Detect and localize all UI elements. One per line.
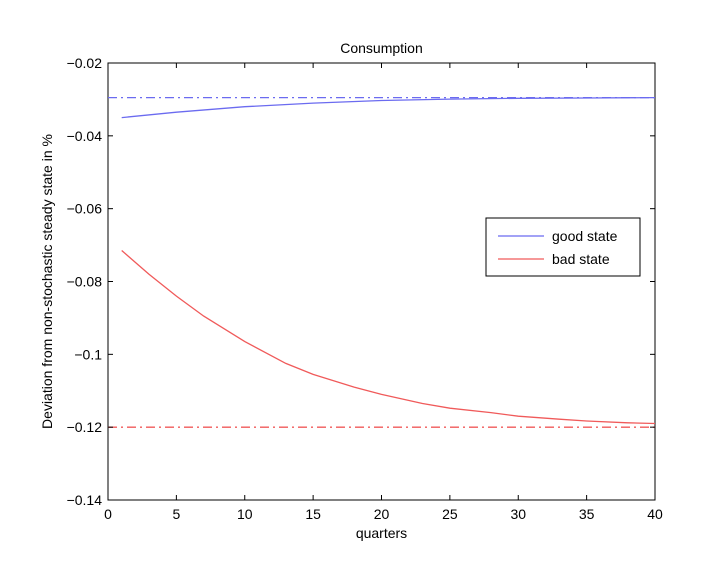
y-tick-label: −0.02 — [67, 55, 103, 71]
x-tick-label: 5 — [172, 506, 180, 522]
x-tick-label: 25 — [442, 506, 458, 522]
x-tick-label: 15 — [305, 506, 321, 522]
legend-label: bad state — [552, 251, 610, 267]
legend-box — [486, 218, 640, 276]
y-tick-label: −0.1 — [74, 346, 102, 362]
legend-label: good state — [552, 228, 618, 244]
y-tick-label: −0.08 — [67, 274, 103, 290]
y-axis-label: Deviation from non-stochastic steady sta… — [39, 134, 55, 429]
x-tick-label: 40 — [647, 506, 663, 522]
x-tick-label: 10 — [237, 506, 253, 522]
legend: good state bad state — [486, 218, 640, 276]
plot-area — [108, 63, 655, 500]
y-tick-label: −0.14 — [67, 492, 103, 508]
y-tick-label: −0.06 — [67, 201, 103, 217]
y-tick-label: −0.04 — [67, 128, 103, 144]
x-tick-label: 0 — [104, 506, 112, 522]
x-tick-label: 30 — [510, 506, 526, 522]
y-tick-label: −0.12 — [67, 419, 103, 435]
chart-title: Consumption — [340, 40, 423, 56]
x-tick-label: 35 — [579, 506, 595, 522]
x-tick-label: 20 — [374, 506, 390, 522]
x-axis-label: quarters — [356, 525, 407, 541]
